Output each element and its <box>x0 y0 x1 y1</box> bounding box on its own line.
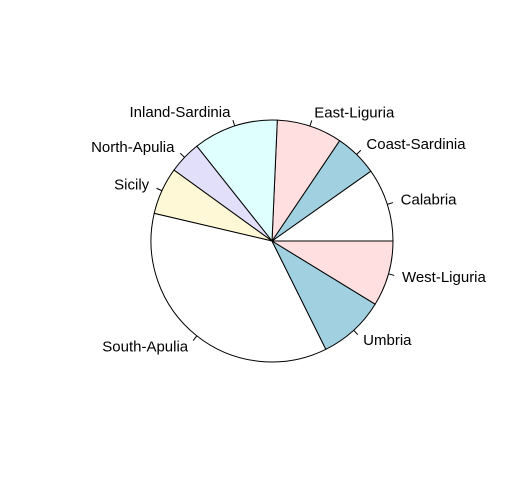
pie-slice-calabria <box>270 170 394 242</box>
slice-label: West-Liguria <box>402 269 487 286</box>
leader-tick <box>309 120 313 127</box>
slice-label: North-Apulia <box>91 139 175 156</box>
leader-tick <box>179 152 185 158</box>
leader-tick <box>353 329 359 335</box>
slice-label: Calabria <box>401 192 458 209</box>
slice-label: Umbria <box>363 332 412 349</box>
slice-label: Coast-Sardinia <box>366 136 466 153</box>
leader-tick <box>156 187 163 192</box>
slice-label: South-Apulia <box>102 338 189 355</box>
leader-tick <box>232 120 236 127</box>
leader-tick <box>192 335 198 341</box>
leader-tick <box>388 273 395 276</box>
slices-layer <box>150 119 394 363</box>
slice-label: Inland-Sardinia <box>130 104 232 121</box>
pie-slice-inland-sardinia <box>196 119 278 243</box>
slice-label: East-Liguria <box>314 104 395 121</box>
leader-tick <box>387 202 394 205</box>
labels-layer: Calabria Coast-Sardinia East-Liguria Inland… <box>91 104 486 355</box>
slice-label: Sicily <box>114 176 150 193</box>
leader-tick <box>356 149 362 155</box>
